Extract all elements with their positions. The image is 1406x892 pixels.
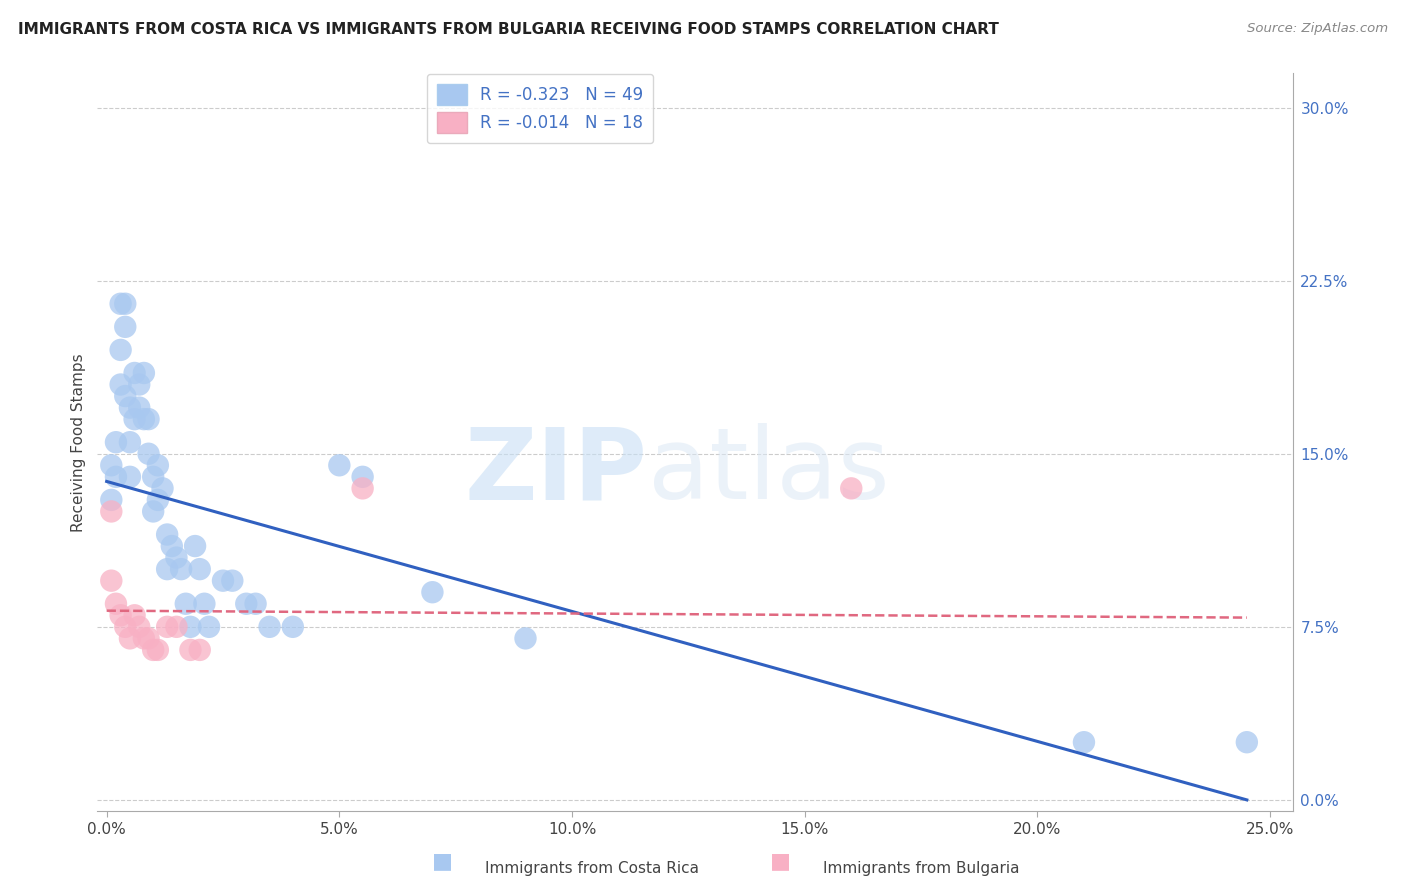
Point xyxy=(235,597,257,611)
Text: IMMIGRANTS FROM COSTA RICA VS IMMIGRANTS FROM BULGARIA RECEIVING FOOD STAMPS COR: IMMIGRANTS FROM COSTA RICA VS IMMIGRANTS… xyxy=(18,22,1000,37)
Point xyxy=(104,470,127,484)
Point xyxy=(118,435,141,450)
Point xyxy=(118,401,141,415)
Point xyxy=(179,643,201,657)
Point xyxy=(328,458,350,473)
Text: atlas: atlas xyxy=(648,423,889,520)
Point xyxy=(166,620,188,634)
Point xyxy=(100,504,122,518)
Point xyxy=(110,297,132,311)
Point xyxy=(193,597,215,611)
Point xyxy=(160,539,183,553)
Point xyxy=(118,470,141,484)
Text: ZIP: ZIP xyxy=(464,423,648,520)
Point xyxy=(124,412,146,426)
Point xyxy=(132,632,155,646)
Point xyxy=(174,597,197,611)
Legend: R = -0.323   N = 49, R = -0.014   N = 18: R = -0.323 N = 49, R = -0.014 N = 18 xyxy=(426,74,654,144)
Y-axis label: Receiving Food Stamps: Receiving Food Stamps xyxy=(72,353,86,532)
Point xyxy=(146,492,169,507)
Point xyxy=(104,597,127,611)
Point xyxy=(281,620,304,634)
Point xyxy=(110,377,132,392)
Point xyxy=(198,620,221,634)
Point xyxy=(188,562,211,576)
Point xyxy=(352,481,374,495)
Point xyxy=(146,643,169,657)
Point xyxy=(114,319,136,334)
Point xyxy=(184,539,207,553)
Point xyxy=(114,620,136,634)
Point xyxy=(156,562,179,576)
Point xyxy=(166,550,188,565)
Point xyxy=(152,481,174,495)
Point xyxy=(259,620,281,634)
Point xyxy=(132,366,155,380)
Point xyxy=(142,504,165,518)
Point xyxy=(352,470,374,484)
Point xyxy=(1236,735,1258,749)
Point xyxy=(138,412,160,426)
Point xyxy=(515,632,537,646)
Point xyxy=(132,412,155,426)
Point xyxy=(142,470,165,484)
Text: Immigrants from Bulgaria: Immigrants from Bulgaria xyxy=(823,861,1019,876)
Point xyxy=(839,481,862,495)
Point xyxy=(124,608,146,623)
Point xyxy=(422,585,444,599)
Point xyxy=(221,574,243,588)
Text: ■: ■ xyxy=(770,852,790,871)
Text: Source: ZipAtlas.com: Source: ZipAtlas.com xyxy=(1247,22,1388,36)
Point xyxy=(114,297,136,311)
Text: ■: ■ xyxy=(433,852,453,871)
Point xyxy=(100,574,122,588)
Point xyxy=(146,458,169,473)
Point xyxy=(138,632,160,646)
Point xyxy=(212,574,235,588)
Point xyxy=(1073,735,1095,749)
Point xyxy=(128,401,150,415)
Point xyxy=(156,527,179,541)
Text: Immigrants from Costa Rica: Immigrants from Costa Rica xyxy=(485,861,699,876)
Point xyxy=(124,366,146,380)
Point xyxy=(188,643,211,657)
Point xyxy=(110,608,132,623)
Point xyxy=(110,343,132,357)
Point xyxy=(179,620,201,634)
Point xyxy=(100,458,122,473)
Point xyxy=(128,620,150,634)
Point xyxy=(128,377,150,392)
Point xyxy=(118,632,141,646)
Point xyxy=(104,435,127,450)
Point xyxy=(170,562,193,576)
Point xyxy=(156,620,179,634)
Point xyxy=(100,492,122,507)
Point xyxy=(138,447,160,461)
Point xyxy=(245,597,267,611)
Point xyxy=(142,643,165,657)
Point xyxy=(114,389,136,403)
